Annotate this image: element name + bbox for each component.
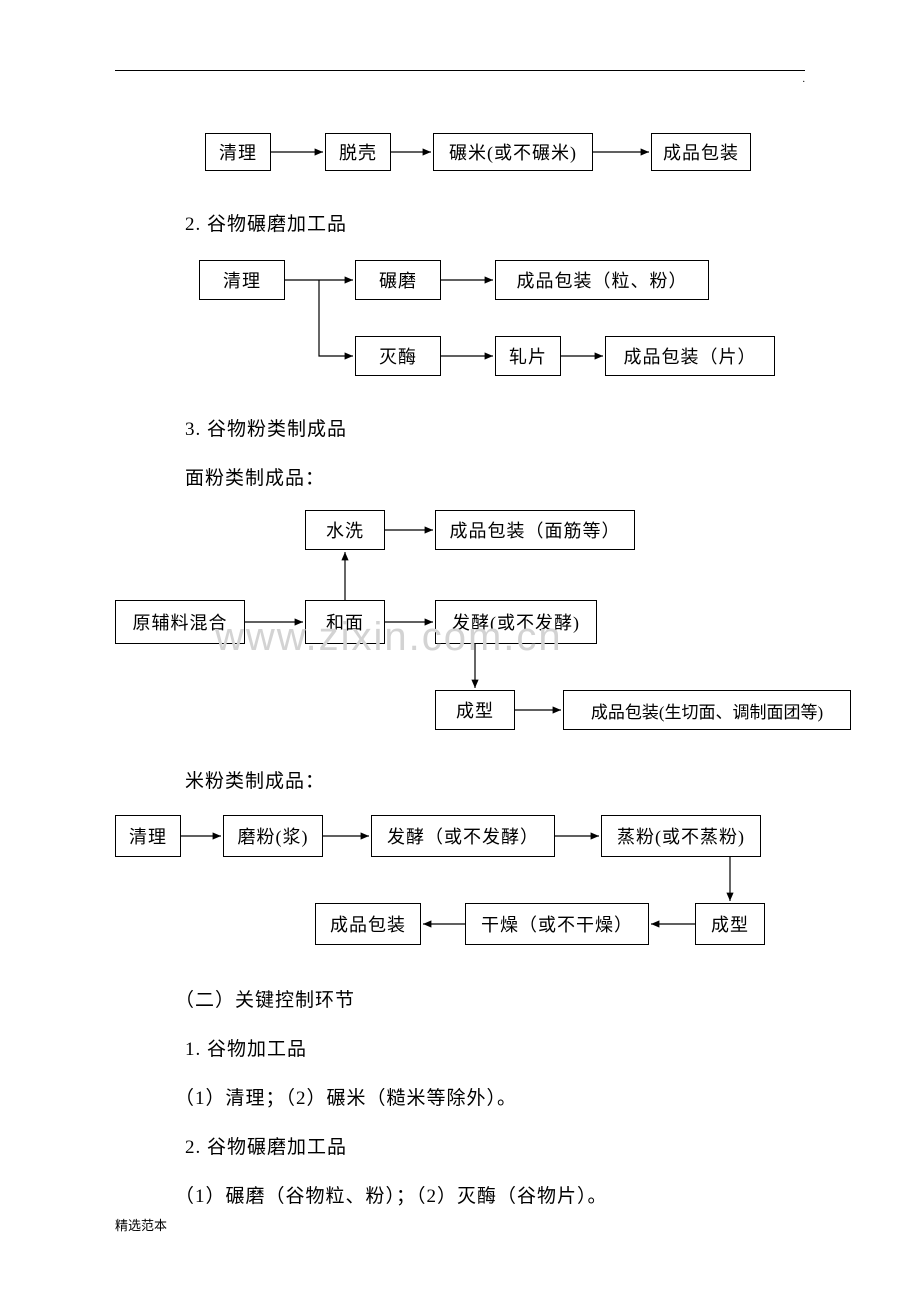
item-1-text: （1）清理；（2）碾米（糙米等除外）。 (175, 1083, 805, 1110)
flow-box: 清理 (115, 815, 181, 857)
flow-box: 磨粉(浆) (223, 815, 323, 857)
flow-box: 成品包装 (315, 903, 421, 945)
sub-heading: 米粉类制成品： (185, 766, 805, 793)
item-1: 1. 谷物加工品 (185, 1034, 805, 1061)
item-2: 2. 谷物碾磨加工品 (185, 1132, 805, 1159)
flow-box: 碾磨 (355, 260, 441, 300)
section-heading: （二）关键控制环节 (175, 985, 805, 1012)
flow-box: 清理 (199, 260, 285, 300)
flow-box: 清理 (205, 133, 271, 171)
flow-box: 水洗 (305, 510, 385, 550)
flow-box: 成品包装(生切面、调制面团等) (563, 690, 851, 730)
flow-box: 成型 (435, 690, 515, 730)
sub-heading: 面粉类制成品： (185, 463, 805, 490)
flow-box: 灭酶 (355, 336, 441, 376)
flow-box: 发酵（或不发酵） (371, 815, 555, 857)
flow-box: 成品包装（粒、粉） (495, 260, 709, 300)
corner-dot: . (803, 74, 806, 85)
flow-box: 成品包装（片） (605, 336, 775, 376)
flow-box: 成品包装 (651, 133, 751, 171)
flow-box: 干燥（或不干燥） (465, 903, 649, 945)
watermark: www.zixin.com.cn (215, 615, 563, 660)
flow-box: 轧片 (495, 336, 561, 376)
flow-box: 成品包装（面筋等） (435, 510, 635, 550)
heading-3: 3. 谷物粉类制成品 (185, 414, 805, 441)
item-2-text: （1）碾磨（谷物粒、粉）；（2）灭酶（谷物片）。 (175, 1181, 805, 1208)
heading-2: 2. 谷物碾磨加工品 (185, 209, 805, 236)
flow-box: 碾米(或不碾米) (433, 133, 593, 171)
top-rule (115, 70, 805, 71)
footer-text: 精选范本 (115, 1215, 167, 1234)
flow-box: 成型 (695, 903, 765, 945)
flow-box: 蒸粉(或不蒸粉) (601, 815, 761, 857)
flow-box: 脱壳 (325, 133, 391, 171)
